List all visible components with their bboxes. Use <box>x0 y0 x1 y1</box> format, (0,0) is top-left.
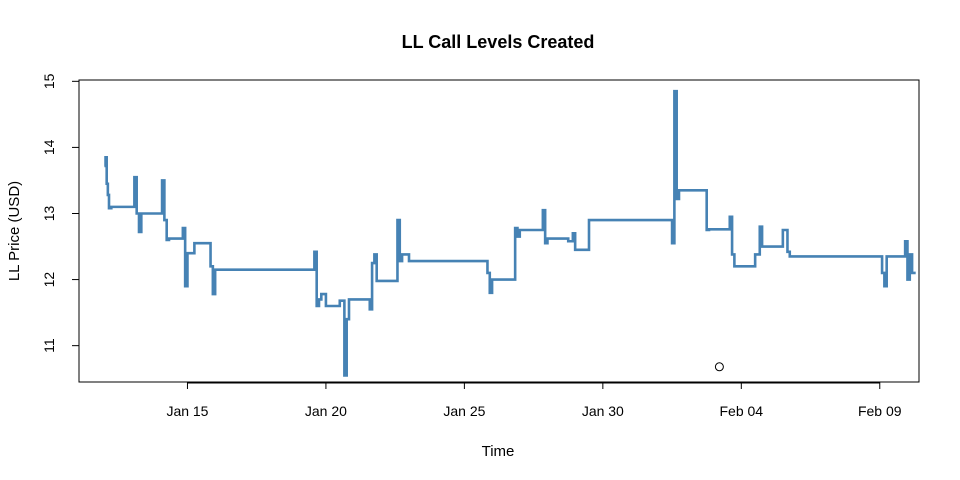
plot-frame <box>78 79 920 383</box>
y-tick-label: 13 <box>41 205 57 221</box>
chart-title: LL Call Levels Created <box>402 32 595 52</box>
x-axis-label: Time <box>482 443 515 460</box>
y-tick-label: 14 <box>41 139 57 155</box>
x-tick-label: Jan 15 <box>166 403 208 419</box>
x-tick-label: Feb 04 <box>720 403 764 419</box>
x-tick-label: Feb 09 <box>858 403 902 419</box>
x-tick-label: Jan 20 <box>305 403 347 419</box>
y-axis-label: LL Price (USD) <box>6 181 23 281</box>
y-tick-label: 12 <box>41 272 57 288</box>
x-axis: Jan 15 Jan 20 Jan 25 Jan 30 Feb 04 Feb 09 <box>166 382 902 419</box>
y-tick-label: 15 <box>41 73 57 89</box>
y-tick-label: 11 <box>41 338 57 353</box>
x-tick-label: Jan 30 <box>582 403 624 419</box>
points-layer <box>714 362 724 372</box>
x-tick-label: Jan 25 <box>443 403 485 419</box>
series-layer <box>104 89 916 377</box>
outlier-point <box>714 362 724 372</box>
y-axis: 11 12 13 14 15 <box>41 73 80 353</box>
series-line <box>104 89 916 377</box>
